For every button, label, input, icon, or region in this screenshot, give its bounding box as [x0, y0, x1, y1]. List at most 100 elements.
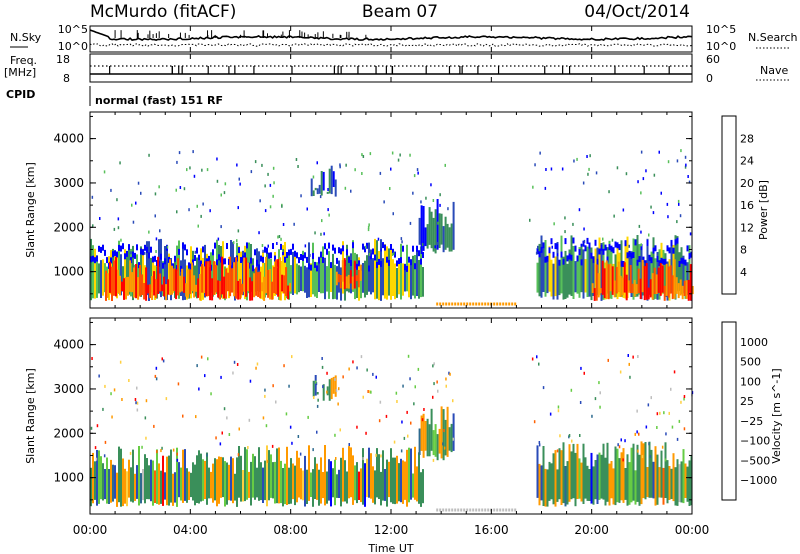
scatter-dot	[589, 154, 591, 158]
scatter-dot	[306, 207, 308, 211]
scatter-dot	[618, 445, 621, 449]
scatter-cell	[418, 260, 420, 299]
scatter-cell	[660, 450, 663, 498]
scatter-dot	[237, 229, 240, 233]
scatter-cell	[682, 258, 685, 265]
scatter-cell	[620, 452, 623, 501]
scatter-cell	[180, 265, 182, 272]
scatter-dot	[645, 425, 648, 429]
scatter-cell	[642, 256, 645, 263]
scatter-cell	[564, 238, 567, 245]
scatter-cell	[256, 467, 258, 498]
scatter-cell	[296, 252, 298, 259]
scatter-cell	[256, 259, 258, 266]
scatter-dot	[670, 387, 672, 391]
scatter-dot	[545, 168, 547, 171]
scatter-cell	[243, 257, 246, 292]
scatter-cell	[609, 263, 612, 292]
scatter-dot	[200, 355, 203, 359]
scatter-dot	[689, 232, 692, 236]
scatter-cell	[162, 262, 164, 269]
scatter-cell	[314, 187, 317, 191]
scatter-dot	[201, 168, 203, 172]
scatter-cell	[654, 245, 657, 252]
scatter-cell	[228, 258, 230, 265]
scatter-cell	[678, 252, 681, 292]
scatter-dot	[182, 414, 184, 418]
power-y-axis-label: Slant Range [km]	[24, 162, 37, 258]
scatter-dot	[550, 167, 553, 171]
scatter-cell	[668, 247, 671, 254]
scatter-cell	[378, 258, 380, 265]
scatter-dot	[206, 168, 209, 172]
scatter-cell	[426, 418, 429, 457]
scatter-dot	[350, 189, 352, 193]
scatter-cell	[364, 463, 366, 507]
scatter-dot	[634, 432, 636, 436]
scatter-cell	[240, 251, 242, 298]
scatter-cell	[646, 239, 649, 246]
scatter-cell	[336, 257, 338, 264]
scatter-cell	[648, 254, 651, 261]
scatter-dot	[176, 210, 178, 214]
scatter-cell	[300, 266, 302, 291]
scatter-cell	[558, 448, 561, 500]
velocity-y-ticks: 1000 2000 3000 4000	[53, 321, 692, 501]
scatter-cell	[152, 256, 154, 263]
scatter-cell	[306, 469, 308, 504]
scatter-cell	[614, 254, 617, 298]
scatter-cell	[310, 178, 313, 197]
scatter-cell	[355, 275, 358, 282]
scatter-dot	[667, 215, 669, 219]
scatter-dot	[159, 229, 161, 233]
scatter-cell	[270, 252, 272, 259]
scatter-cell	[318, 469, 320, 506]
scatter-cell	[178, 462, 180, 498]
scatter-cell	[282, 245, 284, 294]
scatter-cell	[128, 244, 130, 251]
scatter-cell	[362, 263, 364, 293]
scatter-dot	[680, 149, 682, 153]
scatter-cell	[98, 245, 100, 252]
scatter-dot	[680, 400, 682, 404]
scatter-cell	[148, 241, 150, 301]
scatter-cell	[578, 458, 581, 499]
scatter-dot	[280, 237, 282, 241]
scatter-dot	[650, 205, 652, 209]
scatter-cell	[169, 259, 172, 296]
scatter-cell	[161, 284, 164, 292]
scatter-dot	[261, 244, 264, 247]
scatter-dot	[209, 209, 211, 213]
scatter-dot	[423, 408, 425, 411]
scatter-cell	[96, 255, 98, 298]
scatter-cell	[641, 259, 644, 293]
scatter-cell	[312, 242, 314, 295]
scatter-cell	[195, 284, 198, 292]
scatter-cell	[288, 252, 290, 300]
scatter-dot	[272, 194, 274, 198]
scatter-dot	[145, 399, 148, 403]
scatter-cell	[640, 244, 643, 251]
scatter-cell	[602, 443, 605, 500]
scatter-cell	[271, 281, 274, 300]
scatter-dot	[607, 358, 609, 362]
scatter-dot	[113, 227, 116, 231]
scatter-cell	[626, 252, 629, 259]
scatter-cell	[448, 427, 451, 451]
scatter-dot	[232, 241, 235, 245]
colorbar-tick-label: −100	[740, 435, 770, 448]
scatter-cell	[548, 246, 551, 292]
scatter-cell	[653, 267, 656, 294]
scatter-cell	[638, 454, 641, 506]
scatter-cell	[196, 455, 198, 503]
scatter-cell	[206, 452, 208, 505]
scatter-cell	[108, 469, 110, 504]
scatter-cell	[92, 255, 94, 262]
ground-scatter-cell	[466, 508, 469, 512]
scatter-cell	[209, 260, 212, 301]
scatter-dot	[192, 150, 194, 154]
scatter-cell	[673, 259, 676, 299]
scatter-dot	[98, 374, 100, 378]
scatter-dot	[356, 425, 358, 429]
station-title: McMurdo (fitACF)	[90, 2, 236, 22]
